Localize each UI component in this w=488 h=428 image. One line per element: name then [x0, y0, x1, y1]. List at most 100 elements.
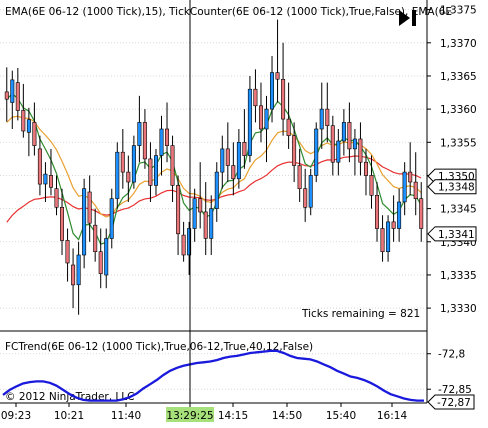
- candle: [21, 83, 26, 138]
- candle: [203, 182, 208, 256]
- candle: [380, 215, 385, 262]
- candle: [281, 42, 286, 136]
- candle: [82, 178, 87, 269]
- candle-body: [391, 221, 396, 229]
- candle: [336, 129, 341, 176]
- candle: [165, 102, 170, 163]
- candle-body: [142, 122, 147, 160]
- candle: [131, 135, 136, 189]
- candle-body: [187, 228, 192, 256]
- candle: [137, 95, 142, 163]
- candle-body: [336, 140, 341, 163]
- candle: [286, 82, 291, 149]
- fctrend-line: [2, 349, 424, 402]
- indicator-axis: -72,8 -72,85: [427, 349, 472, 396]
- indicator-marker-label: -72,87: [437, 397, 471, 409]
- candle-body: [176, 185, 181, 235]
- candle-body: [374, 195, 379, 229]
- candle: [292, 122, 297, 183]
- candle: [341, 109, 346, 156]
- candle-body: [203, 211, 208, 239]
- time-tick-label: 15:40: [326, 410, 356, 422]
- time-tick-label: 14:15: [218, 410, 248, 422]
- candle: [386, 215, 391, 262]
- candle-body: [154, 155, 159, 186]
- candle: [37, 135, 42, 196]
- candle-body: [214, 171, 219, 209]
- crosshair-time-highlight: [166, 407, 214, 422]
- candle: [314, 122, 319, 183]
- time-tick-label: 14:50: [272, 410, 302, 422]
- candle: [397, 188, 402, 242]
- candle-body: [148, 158, 153, 186]
- candle: [297, 148, 302, 202]
- candle: [408, 142, 413, 196]
- candle: [65, 228, 70, 282]
- candle-body: [165, 128, 170, 146]
- candle: [374, 182, 379, 242]
- time-tick-label: 16:14: [377, 410, 408, 422]
- indicator-grid: [0, 353, 427, 390]
- candlesticks: [4, 19, 424, 315]
- candle: [363, 148, 368, 196]
- candle-body: [170, 145, 175, 186]
- price-tick-label: 1,3370: [440, 38, 477, 50]
- candle-body: [220, 148, 225, 173]
- candle: [109, 188, 114, 249]
- price-marker-label: 1,3348: [438, 182, 475, 194]
- price-tick-label: 1,3375: [440, 5, 477, 17]
- candle: [264, 95, 269, 163]
- price-tick-label: 1,3360: [440, 104, 477, 116]
- candle: [192, 188, 197, 242]
- candle: [369, 155, 374, 209]
- candle-body: [358, 138, 363, 163]
- play-icon-bar: [412, 10, 416, 26]
- candle: [48, 148, 53, 196]
- indicator-tick-label: -72,85: [438, 384, 472, 396]
- candle-body: [408, 171, 413, 183]
- candle-body: [303, 188, 308, 208]
- candle-body: [341, 122, 346, 142]
- candle: [148, 142, 153, 202]
- ema-lines: [6, 92, 422, 245]
- candle: [413, 152, 418, 216]
- candle-body: [225, 148, 230, 166]
- candle-body: [292, 135, 297, 166]
- candle-body: [4, 91, 9, 100]
- candle: [231, 142, 236, 196]
- candle: [220, 135, 225, 189]
- candle-body: [15, 82, 20, 111]
- candle-body: [236, 142, 241, 180]
- candle: [54, 175, 59, 216]
- play-button[interactable]: [399, 10, 416, 26]
- candle-body: [297, 165, 302, 190]
- candle: [247, 75, 252, 163]
- candle-body: [109, 198, 114, 239]
- candle-body: [347, 122, 352, 150]
- candle-body: [330, 125, 335, 163]
- candle-body: [126, 171, 131, 183]
- candle-body: [209, 208, 214, 239]
- candle: [176, 175, 181, 256]
- candle: [181, 221, 186, 262]
- price-marker: 1,3341: [427, 226, 477, 242]
- candle-body: [192, 198, 197, 229]
- play-icon: [399, 10, 410, 26]
- ema-green-line: [6, 92, 422, 245]
- candle-body: [10, 79, 15, 103]
- price-tick-label: 1,3335: [440, 270, 477, 282]
- candle: [43, 162, 48, 202]
- candle-body: [363, 161, 368, 176]
- candle: [26, 107, 31, 157]
- candle-body: [59, 207, 64, 241]
- time-tick-label: 13:29:25: [166, 410, 213, 422]
- candle-body: [419, 198, 424, 229]
- candle-body: [242, 142, 247, 156]
- candle-body: [120, 151, 125, 173]
- candle-body: [131, 145, 136, 183]
- candle-body: [48, 175, 53, 188]
- candle-body: [386, 221, 391, 252]
- candle: [10, 70, 15, 130]
